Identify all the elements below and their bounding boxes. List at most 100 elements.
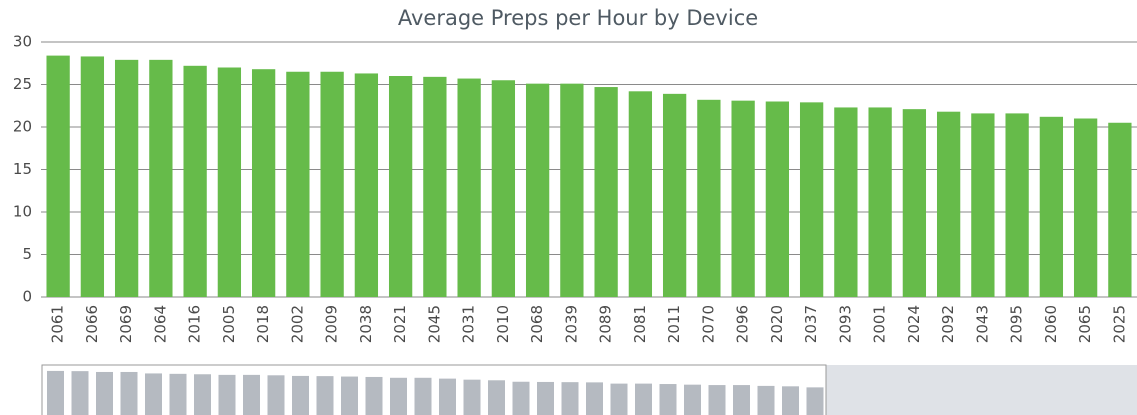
bar [1108, 122, 1132, 297]
bar [80, 56, 105, 298]
navigator-bar [806, 387, 824, 415]
bar [491, 80, 516, 297]
navigator-bar [218, 374, 236, 415]
bar [183, 65, 207, 297]
x-tick-label: 2045 [425, 305, 443, 343]
x-tick-label: 2021 [391, 305, 409, 343]
x-tick-label: 2093 [836, 305, 854, 343]
x-tick-label: 2069 [117, 305, 135, 343]
bar [457, 78, 481, 297]
bar [834, 107, 858, 297]
chart-title: Average Preps per Hour by Device [398, 6, 758, 30]
x-tick-label: 2066 [83, 305, 101, 343]
navigator-bar [512, 381, 530, 415]
navigator-bar [757, 385, 775, 415]
x-tick-label: 2043 [973, 305, 991, 343]
navigator-bar [439, 378, 456, 415]
bar [799, 102, 824, 297]
x-tick-label: 2001 [871, 305, 889, 343]
navigator-bar [463, 379, 481, 415]
bar [388, 76, 413, 297]
y-tick-label: 0 [22, 288, 32, 306]
bar [320, 71, 344, 297]
x-tick-label: 2031 [460, 305, 478, 343]
bar [149, 59, 173, 297]
bar [251, 69, 276, 297]
x-tick-label: 2060 [1042, 305, 1060, 343]
navigator-shade [826, 365, 1137, 415]
bar [662, 93, 687, 297]
navigator-bar [47, 370, 64, 415]
x-tick-label: 2064 [151, 305, 169, 343]
bar [114, 59, 139, 297]
navigator-bar [610, 383, 628, 415]
y-tick-label: 30 [13, 33, 32, 51]
y-tick-label: 10 [13, 203, 32, 221]
x-tick-label: 2068 [528, 305, 546, 343]
x-tick-label: 2020 [768, 305, 786, 343]
navigator-bar [390, 377, 407, 415]
x-tick-label: 2018 [254, 305, 272, 343]
x-tick-label: 2070 [699, 305, 717, 343]
navigator-bar [145, 373, 162, 415]
navigator-bar [96, 371, 113, 415]
navigator-bar [635, 383, 652, 415]
bar [46, 55, 70, 297]
bar [731, 100, 755, 298]
navigator-bar [586, 382, 603, 415]
navigator-bar [341, 376, 358, 415]
navigator-bar [684, 384, 701, 415]
x-tick-label: 2009 [323, 305, 341, 343]
x-tick-label: 2037 [802, 305, 820, 343]
navigator-bar [537, 381, 554, 415]
x-tick-label: 2061 [49, 305, 67, 343]
navigator-bar [708, 385, 726, 415]
bar [1005, 113, 1029, 298]
bar [936, 111, 961, 297]
bar [423, 76, 447, 297]
bar [628, 91, 653, 297]
x-tick-label: 2095 [1008, 305, 1026, 343]
x-tick-label: 2025 [1110, 305, 1128, 343]
navigator-bar [194, 374, 211, 415]
navigator-bar [71, 371, 89, 415]
navigator-bar [292, 375, 309, 415]
bar [354, 73, 379, 297]
navigator-bar [316, 376, 334, 415]
bar [286, 71, 310, 297]
x-tick-label: 2038 [357, 305, 375, 343]
bar [868, 107, 892, 297]
x-tick-label: 2065 [1076, 305, 1094, 343]
y-tick-label: 5 [22, 245, 32, 263]
bar [902, 109, 927, 298]
x-tick-label: 2016 [186, 305, 204, 343]
x-tick-label: 2081 [631, 305, 649, 343]
navigator-bar [782, 386, 799, 415]
x-tick-label: 2024 [905, 305, 923, 343]
navigator-bar [120, 371, 138, 415]
navigator-window [41, 364, 827, 415]
bar [765, 101, 790, 297]
y-tick-label: 15 [13, 160, 32, 178]
bar [1039, 116, 1064, 297]
navigator-bar [267, 375, 285, 415]
bar [525, 83, 550, 298]
navigator-bar [414, 377, 432, 415]
bar [560, 83, 584, 298]
x-tick-label: 2092 [939, 305, 957, 343]
bar [971, 113, 995, 298]
y-tick-label: 20 [13, 118, 32, 136]
navigator-bar [733, 385, 750, 415]
bar [594, 87, 618, 297]
x-tick-label: 2089 [597, 305, 615, 343]
x-tick-label: 2002 [288, 305, 306, 343]
bar [1073, 118, 1098, 297]
x-tick-label: 2005 [220, 305, 238, 343]
x-tick-label: 2096 [734, 305, 752, 343]
bar [217, 67, 242, 297]
navigator-bar [243, 374, 260, 415]
navigator-bar [561, 382, 579, 415]
navigator-bar [488, 380, 505, 415]
